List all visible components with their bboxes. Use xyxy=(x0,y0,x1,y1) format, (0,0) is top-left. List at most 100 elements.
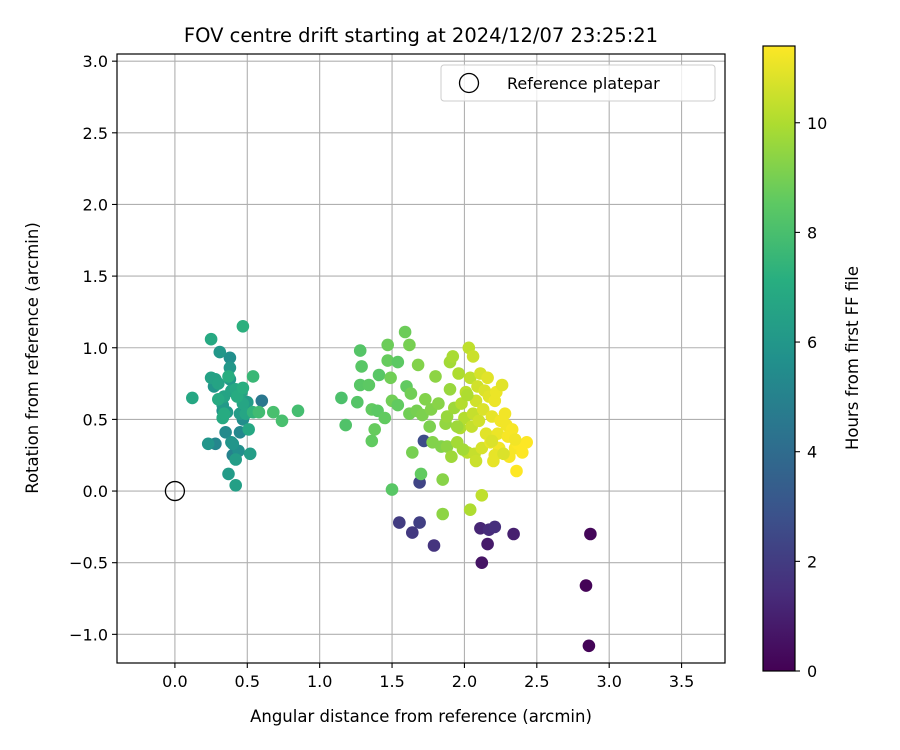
scatter-point xyxy=(475,489,489,502)
scatter-point xyxy=(223,351,237,365)
scatter-point xyxy=(445,450,458,464)
scatter-point xyxy=(222,370,235,383)
scatter-point xyxy=(213,345,227,359)
x-axis-label: Angular distance from reference (arcmin) xyxy=(250,707,592,726)
scatter-point xyxy=(510,464,523,478)
scatter-point xyxy=(217,407,231,421)
scatter-point xyxy=(406,446,419,459)
scatter-point xyxy=(427,539,441,552)
scatter-point xyxy=(419,393,432,406)
scatter-point xyxy=(498,407,512,421)
scatter-point xyxy=(463,503,477,516)
reference-point xyxy=(164,480,186,502)
scatter-point xyxy=(229,479,242,492)
y-tick-label: 3.0 xyxy=(83,52,108,71)
x-tick-label: 0.5 xyxy=(235,672,260,691)
scatter-point xyxy=(372,368,386,382)
scatter-point xyxy=(243,447,257,461)
scatter-point xyxy=(475,556,489,569)
x-tick-label: 2.5 xyxy=(524,672,549,691)
legend: Reference platepar xyxy=(440,64,716,102)
y-tick-label: 0.5 xyxy=(83,410,108,429)
scatter-point xyxy=(446,350,460,363)
scatter-point xyxy=(436,473,450,486)
scatter-point xyxy=(365,434,379,448)
scatter-point xyxy=(472,414,486,428)
scatter-point xyxy=(246,370,260,383)
scatter-point xyxy=(229,453,242,466)
scatter-point xyxy=(186,391,199,405)
scatter-point xyxy=(579,579,593,592)
scatter-point xyxy=(469,454,483,468)
scatter-point xyxy=(411,358,425,372)
scatter-point xyxy=(385,483,399,496)
scatter-point xyxy=(582,639,596,653)
scatter-point xyxy=(432,397,445,410)
scatter-point xyxy=(393,516,406,529)
plot-frame xyxy=(116,53,726,664)
scatter-point xyxy=(391,398,405,412)
scatter-point xyxy=(443,383,457,396)
scatter-point xyxy=(413,516,426,529)
scatter-point xyxy=(452,367,465,380)
scatter-point xyxy=(584,527,597,541)
colorbar-tick-label: 4 xyxy=(807,443,817,462)
scatter-point xyxy=(368,423,382,436)
colorbar-ticks: 0 2 4 6 8 10 xyxy=(795,114,827,681)
scatter-point xyxy=(476,403,490,416)
scatter-point xyxy=(351,395,364,409)
scatter-point xyxy=(463,371,477,385)
scatter-point xyxy=(456,443,470,456)
colorbar: 0 2 4 6 8 10 Hours from first FF file xyxy=(762,45,862,681)
legend-box xyxy=(440,64,716,102)
scatter-point xyxy=(381,338,395,352)
colorbar-tick-label: 6 xyxy=(807,333,817,352)
scatter-point xyxy=(255,394,269,408)
x-tick-label: 1.5 xyxy=(379,672,404,691)
colorbar-label: Hours from first FF file xyxy=(843,266,862,450)
y-tick-label: −0.5 xyxy=(69,554,108,573)
scatter-point xyxy=(355,360,368,373)
y-tick-label: 2.5 xyxy=(83,124,108,143)
y-tick-label: 1.5 xyxy=(83,267,108,286)
scatter-point xyxy=(339,418,353,432)
scatter-point xyxy=(242,423,255,436)
colorbar-tick-label: 10 xyxy=(807,114,827,133)
scatter-point xyxy=(436,507,450,521)
scatter-point xyxy=(495,378,509,392)
scatter-point xyxy=(219,426,232,439)
scatter-point xyxy=(335,391,348,405)
x-tick-label: 2.0 xyxy=(452,672,477,691)
x-tick-label: 3.5 xyxy=(669,672,694,691)
scatter-point xyxy=(406,526,419,539)
y-tick-label: 0.0 xyxy=(83,482,108,501)
y-axis-label: Rotation from reference (arcmin) xyxy=(23,222,42,494)
legend-entry-reference: Reference platepar xyxy=(507,74,660,93)
scatter-point xyxy=(485,434,499,448)
data-points xyxy=(186,320,597,653)
scatter-point xyxy=(226,437,240,451)
scatter-point xyxy=(212,377,225,390)
scatter-point xyxy=(204,332,218,346)
scatter-point xyxy=(222,467,235,481)
scatter-point xyxy=(391,355,405,369)
colorbar-tick-label: 8 xyxy=(807,223,817,242)
scatter-point xyxy=(236,320,250,333)
colorbar-tick-label: 0 xyxy=(807,662,817,681)
scatter-point xyxy=(466,350,480,363)
y-tick-label: −1.0 xyxy=(69,625,108,644)
scatter-point xyxy=(481,371,494,385)
scatter-point xyxy=(362,378,376,392)
scatter-point xyxy=(516,446,529,459)
scatter-point xyxy=(353,378,367,392)
grid xyxy=(117,54,725,663)
scatter-point xyxy=(450,420,464,433)
scatter-point xyxy=(378,411,392,425)
scatter-point xyxy=(488,520,502,534)
scatter-point xyxy=(381,354,395,367)
scatter-point xyxy=(384,371,397,385)
reference-marker xyxy=(164,480,186,502)
scatter-point xyxy=(212,393,225,406)
scatter-point xyxy=(267,405,280,419)
scatter-point xyxy=(481,537,494,551)
